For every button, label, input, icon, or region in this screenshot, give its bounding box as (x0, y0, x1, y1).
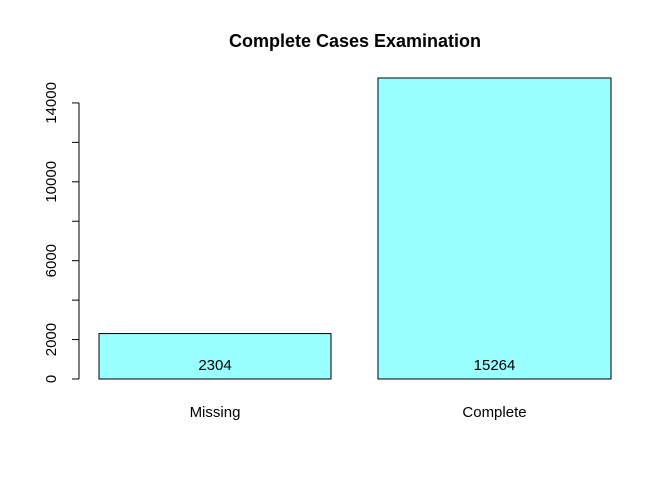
y-tick-label: 10000 (43, 161, 60, 203)
bar-value-label: 2304 (198, 357, 231, 374)
chart-title: Complete Cases Examination (229, 31, 481, 51)
bar-value-label: 15264 (474, 357, 516, 374)
bars (98, 77, 612, 380)
y-tick-label: 6000 (43, 244, 60, 277)
y-axis: 0 2000 6000 10000 14000 (43, 82, 80, 383)
y-tick-label: 14000 (43, 82, 60, 124)
category-labels: Missing Complete (190, 404, 527, 421)
category-label: Missing (190, 404, 241, 421)
bar-value-labels: 2304 15264 (198, 357, 515, 374)
bar-missing (98, 333, 332, 380)
bar-complete (377, 77, 612, 380)
y-tick-label: 2000 (43, 323, 60, 356)
category-label: Complete (462, 404, 526, 421)
y-tick-label: 0 (43, 375, 60, 383)
